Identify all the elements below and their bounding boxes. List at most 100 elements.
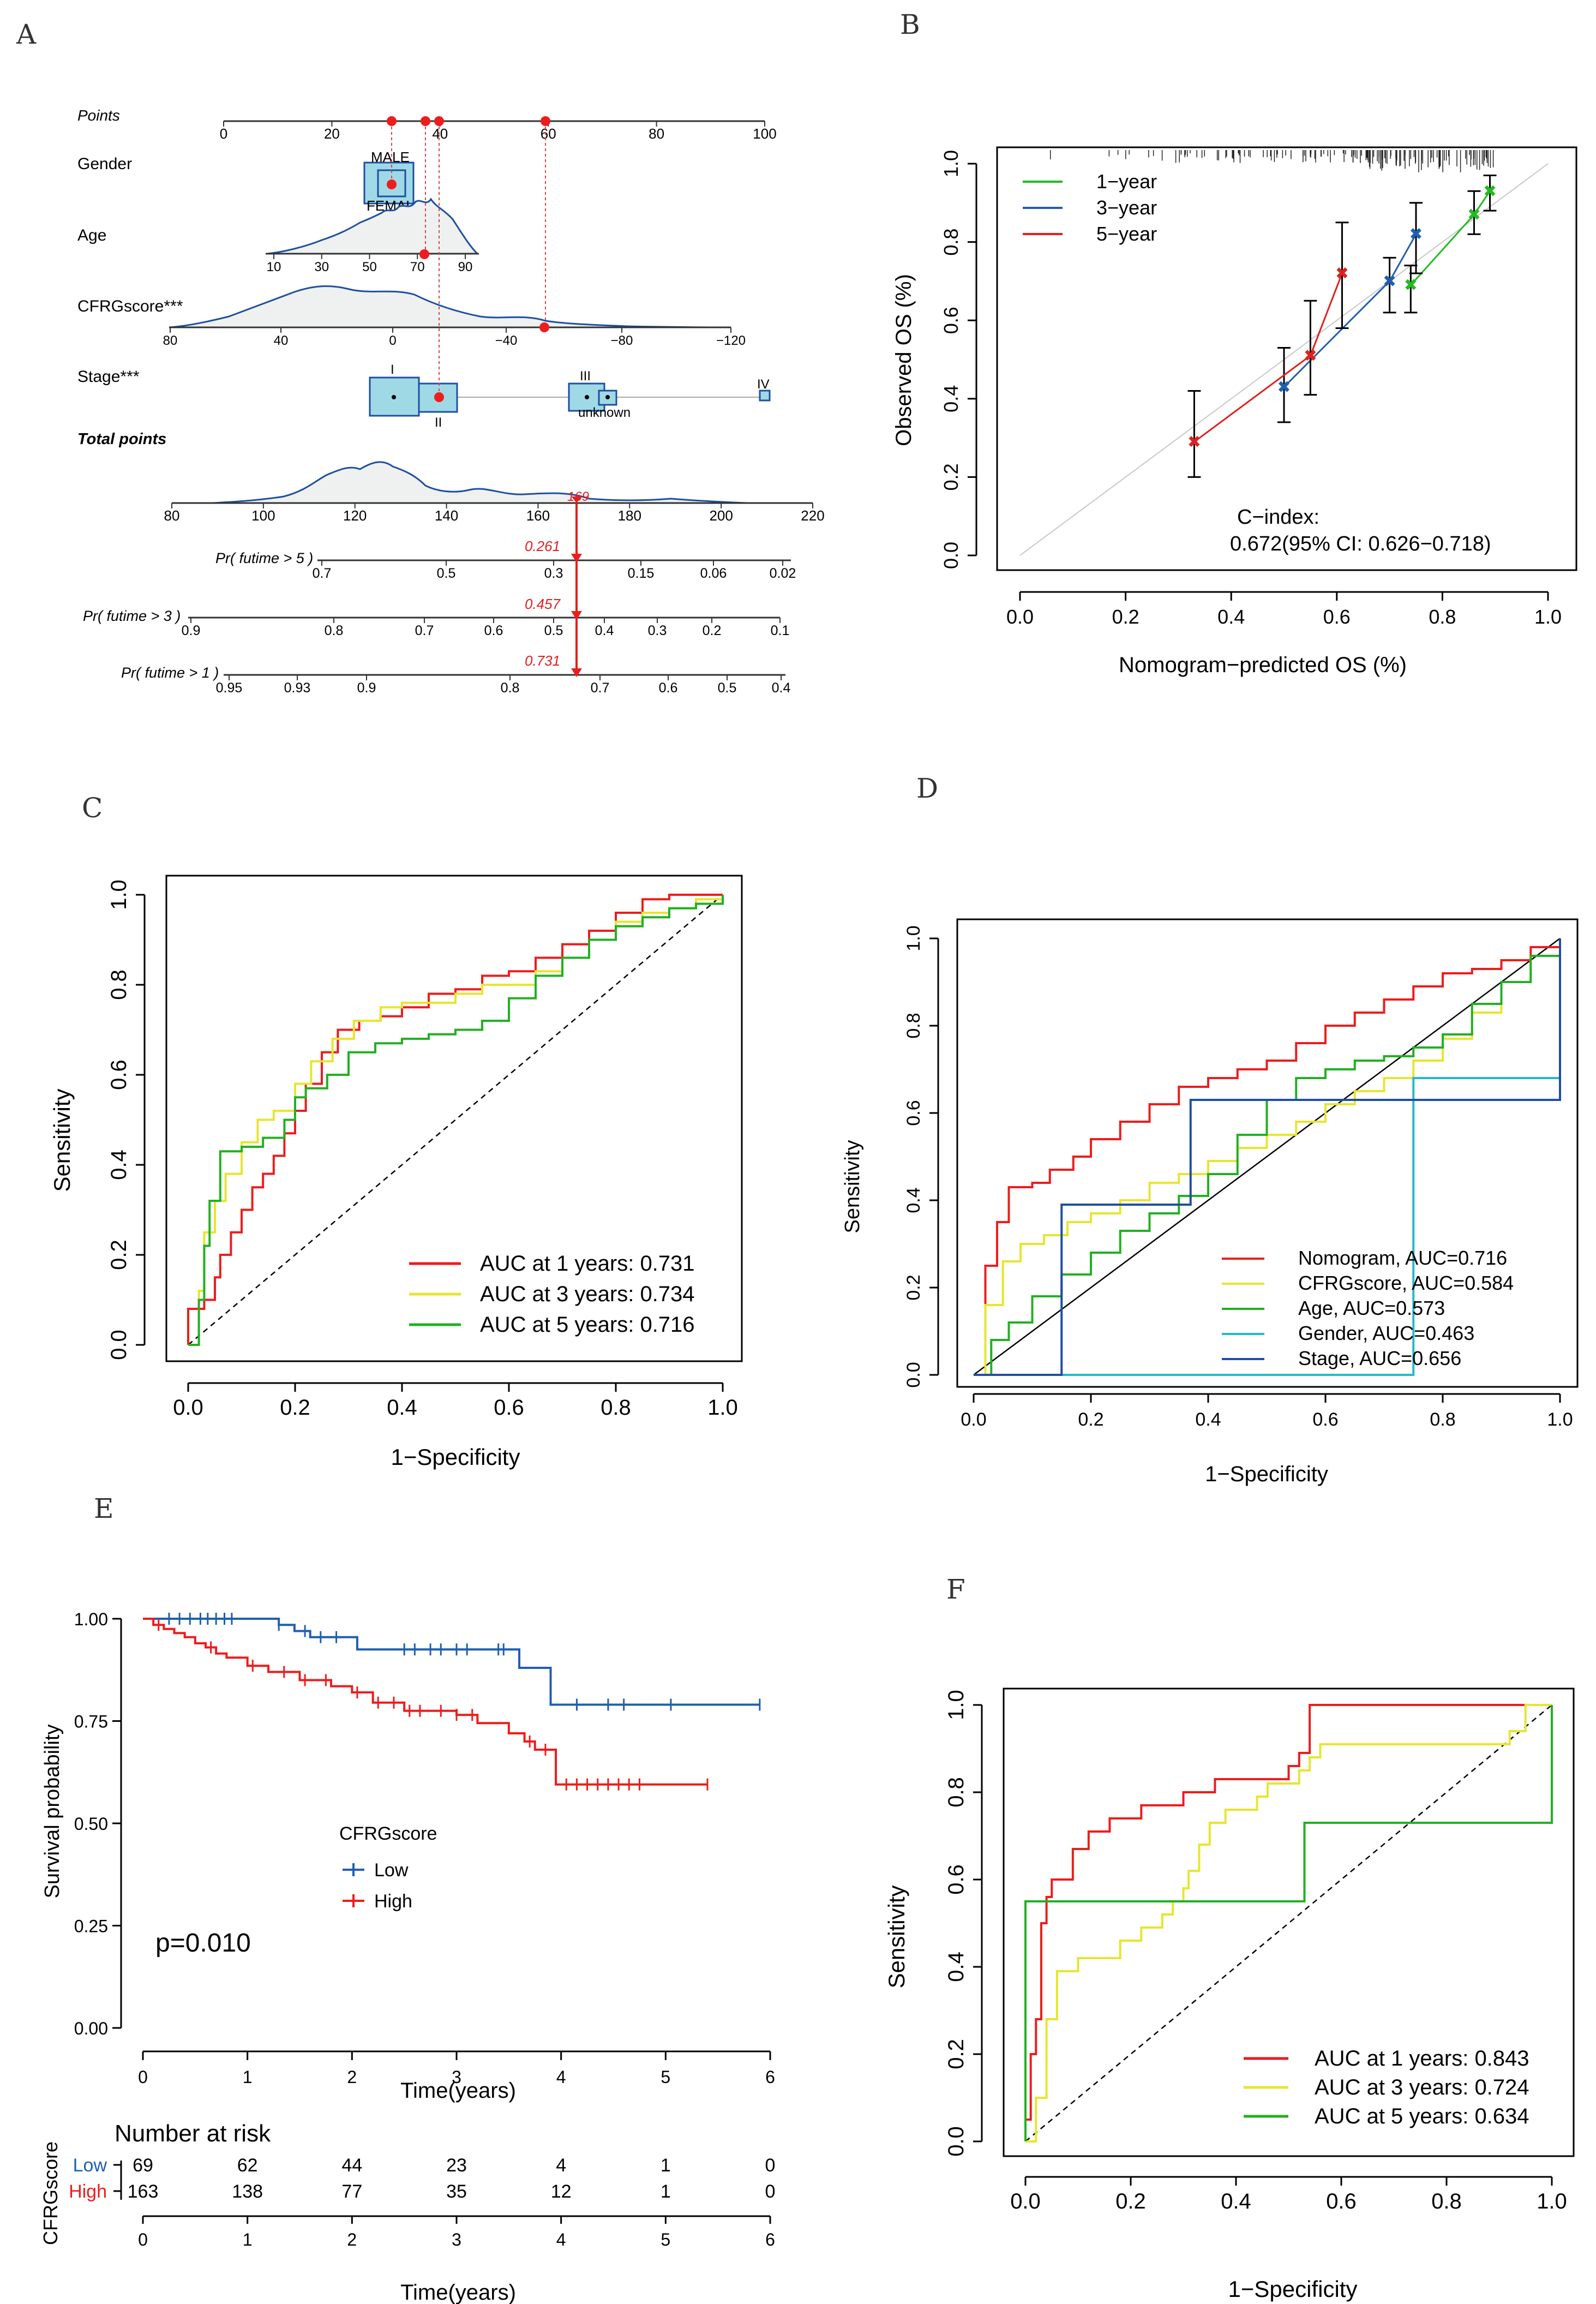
risk-table-cell: 77 [341,2181,362,2202]
calib-point: ✖ [1483,182,1497,200]
nomogram-chart: Points Gender Age CFRGscore*** Stage*** … [77,107,825,696]
nomo-pr3-tick-label: 0.6 [484,623,503,638]
km-curve [143,1618,760,1706]
nomo-points-tick-label: 0 [220,125,227,142]
roc-chart-f: 0.0 0.2 0.4 0.6 0.8 1.0 0.0 0.2 0.4 0.6 0.8 1.0 AUC… [884,1687,1575,2302]
km-x-tick-label: 5 [661,2067,670,2087]
risk-table-cell: 35 [446,2181,467,2202]
roc-d-y-tick-label: 0.0 [903,1362,924,1387]
nomo-pr3-tick-label: 0.2 [703,623,722,638]
roc-f-legend-5: AUC at 5 years: 0.634 [1315,2104,1529,2128]
km-x-tick-label: 3 [452,2067,461,2087]
km-x-tick-label: 2 [347,2067,357,2087]
roc-f-y-tick-label: 1.0 [944,1690,968,1720]
calib-ylabel: Observed OS (%) [892,274,916,446]
calib-legend-1yr: 1−year [1096,170,1157,193]
risk-table-cell: 23 [446,2155,467,2176]
roc-f-legend-3: AUC at 3 years: 0.724 [1315,2075,1529,2099]
nomo-pr3-tick-label: 0.1 [771,623,790,638]
panel-letter-a: A [16,19,37,50]
km-pvalue: p=0.010 [155,1929,251,1958]
calib-plot-frame [996,146,1577,571]
risk-row-low-label: Low [73,2155,107,2176]
calib-point: ✖ [1277,378,1291,396]
nomo-pr5-tick-label: 0.06 [700,566,727,581]
roc-c-y-tick-label: 0.2 [107,1240,131,1270]
stage-level-i: I [391,362,394,377]
calibration-chart: 0.0 0.2 0.4 0.6 0.8 1.00.00.20.40.60.81.0✖✖✖✖… [892,146,1577,677]
calib-x-tick-label: 0.8 [1429,606,1456,628]
roc-f-curve [1025,1704,1552,2143]
roc-c-curve [188,895,724,1346]
km-legend: CFRGscore Low High [339,1823,437,1912]
calib-point: ✖ [1467,206,1481,224]
risk-table-cell: 44 [341,2155,362,2176]
nomo-pr3-tick-label: 0.9 [182,623,201,638]
roc-d-curve [974,938,1561,1376]
roc-c-x-tick-label: 0.6 [494,1396,524,1420]
nomo-label-points: Points [77,107,120,124]
roc-d-legend-stage: Stage, AUC=0.656 [1298,1347,1461,1369]
roc-c-y-tick-label: 1.0 [107,879,131,910]
roc-d-xlabel: 1−Specificity [1205,1462,1328,1486]
roc-d-x-tick-label: 0.4 [1195,1409,1221,1430]
roc-f-y-tick-label: 0.0 [944,2126,968,2157]
nomo-total-tick-label: 200 [709,507,733,524]
nomo-pr5-tick-label: 0.02 [770,566,796,581]
roc-c-x-tick-label: 0.2 [280,1396,310,1420]
roc-f-curve [1024,1704,1552,2141]
nomo-pr3-tick-label: 0.4 [595,623,614,638]
nomo-pr1-tick-label: 0.4 [772,680,791,696]
nomo-pr5-tick-label: 0.15 [628,566,655,581]
risk-table-x-tick-label: 6 [765,2230,775,2249]
roc-d-legend-nomogram: Nomogram, AUC=0.716 [1298,1247,1507,1269]
nomo-total-tick-label: 100 [251,507,275,524]
km-y-tick-label: 0.25 [74,1917,108,1936]
stage-level-ii: II [435,415,442,430]
roc-f-x-tick-label: 0.0 [1010,2189,1041,2213]
nomo-label-pr5: Pr( futime > 5 ) [215,550,313,566]
calib-legend-3yr: 3−year [1096,196,1157,219]
roc-d-x-tick-label: 0.8 [1430,1409,1455,1430]
roc-d-x-tick-label: 1.0 [1547,1409,1573,1430]
nomo-label-gender: Gender [77,155,132,173]
roc-f-xlabel: 1−Specificity [1228,2276,1358,2302]
nomo-label-pr1: Pr( futime > 1 ) [121,665,219,681]
roc-f-ylabel: Sensitivity [884,1885,909,1988]
nomo-pr1-tick-label: 0.6 [659,680,678,696]
roc-f-x-tick-label: 0.8 [1431,2189,1462,2213]
nomo-stage-boxes: I II III IV unknown [369,362,771,430]
nomo-total-tick-label: 140 [435,507,458,524]
calib-x-tick-label: 0.4 [1217,606,1245,628]
roc-d-diagonal [973,937,1561,1376]
roc-c-curve [187,894,723,1345]
nomo-pr3-tick-label: 0.3 [648,623,667,638]
risk-table-cell: 4 [556,2155,566,2176]
nomo-pr3-axis: 0.9 0.8 0.7 0.6 0.5 0.4 0.3 0.2 0.1 [182,617,790,638]
nomo-points-axis: 0 20 40 60 80 100 [220,120,777,142]
risk-table-x-tick-label: 3 [452,2230,461,2249]
risk-table-ylabel: CFRGscore [39,2141,62,2245]
nomo-pr1-tick-label: 0.7 [591,680,610,696]
nomo-total-tick-label: 160 [526,507,550,524]
nomo-selection-marks: 169 0.261 0.457 0.731 [387,116,589,677]
calib-point: ✖ [1404,277,1418,295]
calib-y-tick-label: 1.0 [940,150,962,177]
roc-c-y-tick-label: 0.6 [107,1060,131,1090]
roc-c-legend: AUC at 1 years: 0.731 AUC at 3 years: 0.… [409,1252,695,1337]
roc-d-y-tick-label: 1.0 [903,925,924,951]
nomo-age-tick-label: 50 [362,260,377,274]
roc-c-ylabel: Sensitivity [49,1088,75,1192]
panel-letter-d: D [916,773,938,804]
roc-c-legend-3: AUC at 3 years: 0.734 [480,1282,695,1306]
km-y-tick-label: 0.75 [74,1712,108,1732]
calib-point: ✖ [1304,347,1317,365]
roc-d-legend-gender: Gender, AUC=0.463 [1298,1322,1474,1344]
km-xlabel: Time(years) [400,2079,516,2103]
roc-d-plot-frame [956,918,1579,1388]
km-y-tick-label: 0.00 [74,2019,108,2038]
nomo-total-density: 80 100 120 140 160 180 200 220 [164,461,825,524]
km-legend-title: CFRGscore [339,1823,437,1844]
km-legend-high: High [374,1891,412,1912]
calibration-rug [1049,150,1494,172]
